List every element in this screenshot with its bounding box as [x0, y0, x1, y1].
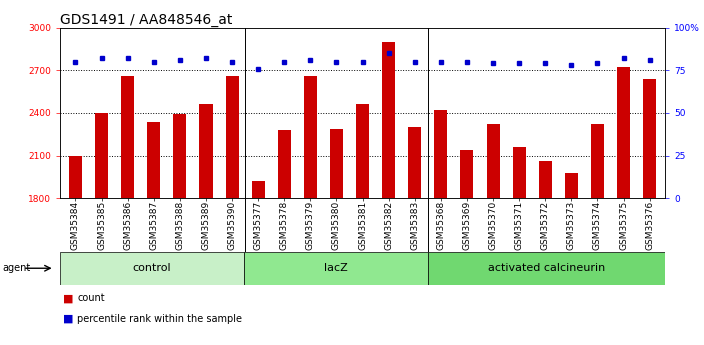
Bar — [356, 105, 369, 198]
Text: GSM35379: GSM35379 — [306, 201, 315, 250]
Text: lacZ: lacZ — [325, 263, 348, 273]
Text: GSM35383: GSM35383 — [410, 201, 420, 250]
Bar — [244, 252, 428, 285]
Text: GSM35389: GSM35389 — [201, 201, 210, 250]
Text: percentile rank within the sample: percentile rank within the sample — [77, 314, 242, 324]
Bar — [304, 76, 317, 198]
Text: GSM35385: GSM35385 — [97, 201, 106, 250]
Text: GSM35388: GSM35388 — [175, 201, 184, 250]
Bar — [382, 42, 395, 198]
Text: GSM35380: GSM35380 — [332, 201, 341, 250]
Text: GSM35378: GSM35378 — [279, 201, 289, 250]
Bar — [173, 115, 187, 198]
Text: GSM35386: GSM35386 — [123, 201, 132, 250]
Text: GSM35375: GSM35375 — [619, 201, 628, 250]
Text: GSM35377: GSM35377 — [253, 201, 263, 250]
Text: GSM35372: GSM35372 — [541, 201, 550, 250]
Text: agent: agent — [2, 263, 30, 273]
Text: GSM35370: GSM35370 — [489, 201, 498, 250]
Bar — [434, 110, 447, 198]
Bar — [428, 252, 665, 285]
Bar — [251, 181, 265, 198]
Text: GSM35390: GSM35390 — [227, 201, 237, 250]
Bar — [199, 105, 213, 198]
Bar — [95, 113, 108, 198]
Text: GSM35373: GSM35373 — [567, 201, 576, 250]
Text: control: control — [132, 263, 171, 273]
Text: GSM35371: GSM35371 — [515, 201, 524, 250]
Text: GSM35382: GSM35382 — [384, 201, 393, 250]
Bar — [539, 161, 552, 198]
Bar — [591, 125, 604, 198]
Bar — [147, 121, 161, 198]
Text: GSM35387: GSM35387 — [149, 201, 158, 250]
Text: GSM35384: GSM35384 — [71, 201, 80, 250]
Bar — [408, 127, 421, 198]
Text: GSM35376: GSM35376 — [645, 201, 654, 250]
Text: GDS1491 / AA848546_at: GDS1491 / AA848546_at — [60, 12, 232, 27]
Text: ■: ■ — [63, 294, 74, 303]
Text: GSM35369: GSM35369 — [463, 201, 472, 250]
Text: count: count — [77, 294, 105, 303]
Bar — [225, 76, 239, 198]
Text: ■: ■ — [63, 314, 74, 324]
Bar — [69, 156, 82, 198]
Text: activated calcineurin: activated calcineurin — [488, 263, 605, 273]
Bar — [460, 150, 474, 198]
Text: GSM35374: GSM35374 — [593, 201, 602, 250]
Bar — [330, 129, 343, 198]
Bar — [278, 130, 291, 198]
Bar — [513, 147, 526, 198]
Text: GSM35381: GSM35381 — [358, 201, 367, 250]
Bar — [565, 173, 578, 198]
Bar — [60, 252, 244, 285]
Bar — [486, 125, 500, 198]
Text: GSM35368: GSM35368 — [436, 201, 446, 250]
Bar — [121, 76, 134, 198]
Bar — [643, 79, 656, 198]
Bar — [617, 68, 630, 198]
